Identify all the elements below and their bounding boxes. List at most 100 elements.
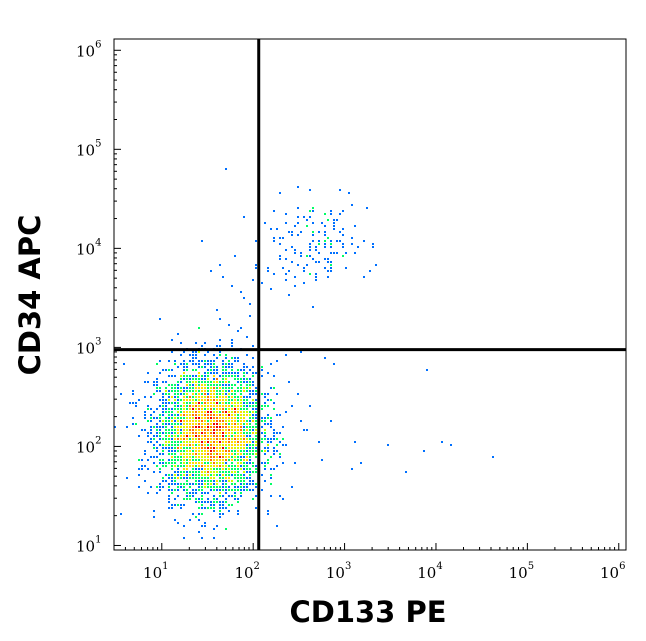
- event-cell: [177, 417, 179, 419]
- event-cell: [234, 450, 236, 452]
- event-cell: [207, 432, 209, 434]
- event-cell: [204, 462, 206, 464]
- event-cell: [237, 438, 239, 440]
- event-cell: [162, 465, 164, 467]
- event-cell: [237, 399, 239, 401]
- event-cell: [237, 408, 239, 410]
- event-cell: [243, 441, 245, 443]
- event-cell: [405, 471, 407, 473]
- event-cell: [273, 438, 275, 440]
- event-cell: [222, 393, 224, 395]
- event-cell: [192, 468, 194, 470]
- event-cell: [219, 426, 221, 428]
- event-cell: [201, 384, 203, 386]
- event-cell: [195, 516, 197, 518]
- event-cell: [246, 399, 248, 401]
- event-cell: [132, 390, 134, 392]
- event-cell: [144, 417, 146, 419]
- event-cell: [231, 375, 233, 377]
- event-cell: [234, 408, 236, 410]
- event-cell: [261, 474, 263, 476]
- event-cell: [228, 384, 230, 386]
- event-cell: [150, 438, 152, 440]
- event-cell: [273, 450, 275, 452]
- event-cell: [204, 435, 206, 437]
- event-cell: [240, 387, 242, 389]
- event-cell: [174, 447, 176, 449]
- event-cell: [213, 408, 215, 410]
- event-cell: [231, 447, 233, 449]
- event-cell: [255, 240, 257, 242]
- event-cell: [192, 474, 194, 476]
- event-cell: [162, 396, 164, 398]
- event-cell: [174, 456, 176, 458]
- event-cell: [216, 345, 218, 347]
- event-cell: [174, 441, 176, 443]
- event-cell: [168, 375, 170, 377]
- event-cell: [243, 408, 245, 410]
- event-cell: [297, 264, 299, 266]
- event-cell: [213, 384, 215, 386]
- event-cell: [243, 483, 245, 485]
- event-cell: [189, 441, 191, 443]
- event-cell: [177, 390, 179, 392]
- event-cell: [243, 363, 245, 365]
- event-cell: [291, 405, 293, 407]
- event-cell: [201, 513, 203, 515]
- event-cell: [207, 420, 209, 422]
- event-cell: [156, 417, 158, 419]
- event-cell: [219, 375, 221, 377]
- event-cell: [132, 402, 134, 404]
- event-cell: [228, 474, 230, 476]
- event-cell: [192, 447, 194, 449]
- event-cell: [186, 369, 188, 371]
- event-cell: [162, 450, 164, 452]
- event-cell: [168, 501, 170, 503]
- event-cell: [255, 408, 257, 410]
- event-cell: [225, 363, 227, 365]
- event-cell: [189, 492, 191, 494]
- event-cell: [234, 396, 236, 398]
- event-cell: [282, 462, 284, 464]
- event-cell: [204, 411, 206, 413]
- event-cell: [252, 420, 254, 422]
- event-cell: [174, 423, 176, 425]
- event-cell: [213, 390, 215, 392]
- event-cell: [195, 453, 197, 455]
- event-cell: [231, 471, 233, 473]
- event-cell: [168, 447, 170, 449]
- event-cell: [228, 426, 230, 428]
- event-cell: [237, 435, 239, 437]
- event-cell: [219, 471, 221, 473]
- event-cell: [153, 516, 155, 518]
- event-cell: [195, 357, 197, 359]
- event-cell: [231, 483, 233, 485]
- event-cell: [192, 456, 194, 458]
- event-cell: [222, 453, 224, 455]
- event-cell: [171, 489, 173, 491]
- event-cell: [198, 405, 200, 407]
- event-cell: [357, 246, 359, 248]
- event-cell: [252, 471, 254, 473]
- event-cell: [183, 423, 185, 425]
- event-cell: [240, 429, 242, 431]
- event-cell: [168, 462, 170, 464]
- event-cell: [168, 384, 170, 386]
- event-cell: [222, 420, 224, 422]
- event-cell: [225, 453, 227, 455]
- event-cell: [450, 444, 452, 446]
- event-cell: [219, 420, 221, 422]
- event-cell: [171, 492, 173, 494]
- event-cell: [237, 411, 239, 413]
- event-cell: [159, 471, 161, 473]
- event-cell: [126, 426, 128, 428]
- event-cell: [198, 417, 200, 419]
- event-cell: [216, 381, 218, 383]
- event-cell: [228, 363, 230, 365]
- event-cell: [171, 507, 173, 509]
- event-cell: [222, 429, 224, 431]
- event-cell: [228, 381, 230, 383]
- event-cell: [201, 537, 203, 539]
- event-cell: [198, 456, 200, 458]
- event-cell: [207, 399, 209, 401]
